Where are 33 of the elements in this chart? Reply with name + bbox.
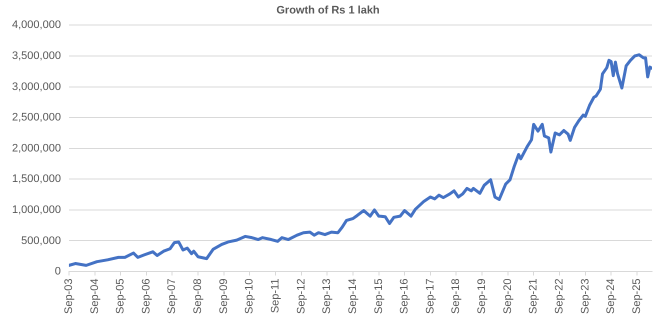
x-tick-label: Sep-19: [476, 278, 488, 314]
x-tick-label: Sep-14: [346, 278, 359, 314]
x-tick-label: Sep-04: [88, 278, 101, 314]
x-tick-label: Sep-18: [450, 278, 462, 314]
y-tick-label: 2,500,000: [12, 112, 61, 124]
x-tick-label: Sep-11: [270, 278, 282, 314]
x-tick-label: Sep-09: [218, 278, 230, 314]
x-tick-label: Sep-05: [114, 278, 127, 314]
x-tick-label: Sep-20: [502, 278, 514, 314]
x-tick-label: Sep-03: [62, 278, 75, 314]
x-tick-label: Sep-24: [605, 278, 618, 314]
x-tick-label: Sep-23: [579, 278, 592, 314]
x-tick-label: Sep-25: [630, 278, 643, 314]
y-tick-label: 500,000: [21, 234, 61, 247]
y-tick-label: 3,000,000: [12, 80, 61, 93]
y-tick-label: 0: [54, 266, 61, 278]
y-tick-label: 1,000,000: [12, 204, 61, 216]
x-tick-label: Sep-12: [295, 278, 308, 314]
x-tick-label: Sep-16: [398, 278, 411, 314]
x-tick-label: Sep-21: [528, 278, 540, 314]
y-tick-label: 2,000,000: [12, 142, 61, 154]
y-tick-label: 3,500,000: [12, 50, 61, 62]
x-tick-label: Sep-06: [140, 278, 152, 314]
x-tick-label: Sep-13: [321, 278, 334, 314]
x-tick-label: Sep-08: [192, 278, 204, 314]
x-tick-label: Sep-07: [166, 278, 178, 314]
x-tick-label: Sep-15: [372, 278, 385, 314]
x-tick-label: Sep-10: [244, 278, 256, 314]
x-tick-label: Sep-22: [554, 278, 566, 314]
chart-title: Growth of Rs 1 lakh: [276, 4, 380, 17]
x-tick-label: Sep-17: [424, 278, 436, 314]
y-tick-label: 4,000,000: [12, 19, 61, 32]
y-tick-label: 1,500,000: [12, 173, 61, 186]
